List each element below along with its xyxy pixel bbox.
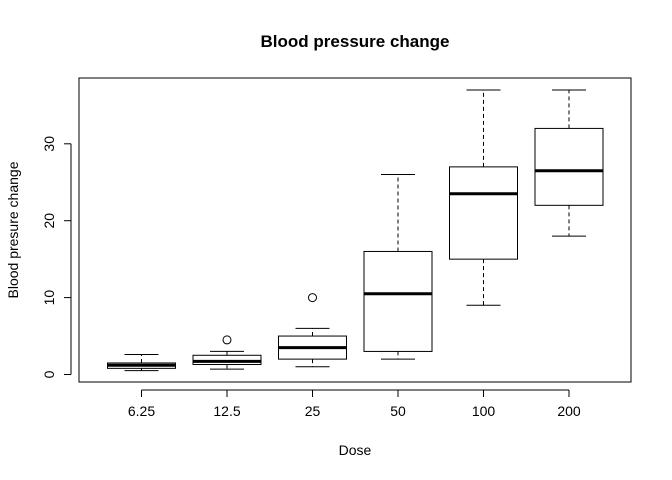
y-axis-label: Blood presure change <box>5 161 21 298</box>
x-tick-label: 100 <box>472 403 496 419</box>
outlier-point <box>222 335 232 345</box>
x-axis-label: Dose <box>339 442 372 458</box>
box-body <box>449 166 518 260</box>
x-tick-label: 6.25 <box>128 403 155 419</box>
box-50 <box>363 174 433 360</box>
box-body <box>192 354 262 366</box>
x-axis: 6.25 12.5 25 50 100 200 <box>128 389 581 419</box>
outlier-point <box>308 293 317 303</box>
box-6.25 <box>107 354 176 372</box>
chart-title: Blood pressure change <box>261 32 450 51</box>
boxes-layer <box>107 89 604 372</box>
box-12.5 <box>192 335 262 370</box>
box-200 <box>534 89 604 237</box>
y-axis: 0 10 20 30 <box>41 136 72 378</box>
y-tick-label: 10 <box>41 290 57 306</box>
y-tick-label: 30 <box>41 136 57 152</box>
y-tick-label: 20 <box>41 213 57 229</box>
x-tick-label: 50 <box>390 403 406 419</box>
y-tick-label: 0 <box>41 370 57 378</box>
x-tick-label: 25 <box>305 403 321 419</box>
x-tick-label: 200 <box>557 403 581 419</box>
box-body <box>534 127 604 206</box>
box-25 <box>278 293 347 368</box>
box-body <box>363 250 433 352</box>
box-100 <box>449 89 518 306</box>
plot-frame <box>78 77 632 383</box>
x-tick-label: 12.5 <box>213 403 240 419</box>
